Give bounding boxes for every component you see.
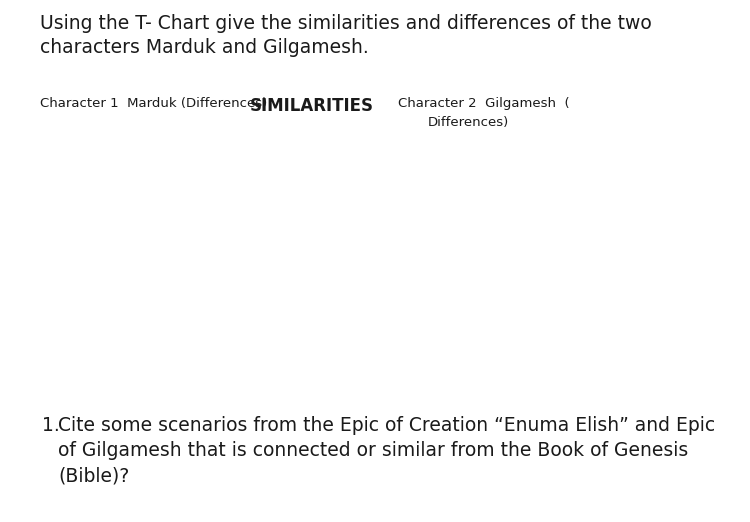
Text: characters Marduk and Gilgamesh.: characters Marduk and Gilgamesh. (40, 38, 369, 57)
Text: (Bible)?: (Bible)? (58, 466, 129, 485)
Text: SIMILARITIES: SIMILARITIES (250, 97, 374, 115)
Text: 1.: 1. (42, 416, 60, 435)
Text: Using the T- Chart give the similarities and differences of the two: Using the T- Chart give the similarities… (40, 14, 652, 33)
Text: of Gilgamesh that is connected or similar from the Book of Genesis: of Gilgamesh that is connected or simila… (58, 441, 689, 460)
Text: Character 2  Gilgamesh  (: Character 2 Gilgamesh ( (398, 97, 570, 110)
Text: Cite some scenarios from the Epic of Creation “Enuma Elish” and Epic: Cite some scenarios from the Epic of Cre… (58, 416, 716, 435)
Text: Differences): Differences) (428, 116, 509, 129)
Text: Character 1  Marduk (Differences): Character 1 Marduk (Differences) (40, 97, 267, 110)
